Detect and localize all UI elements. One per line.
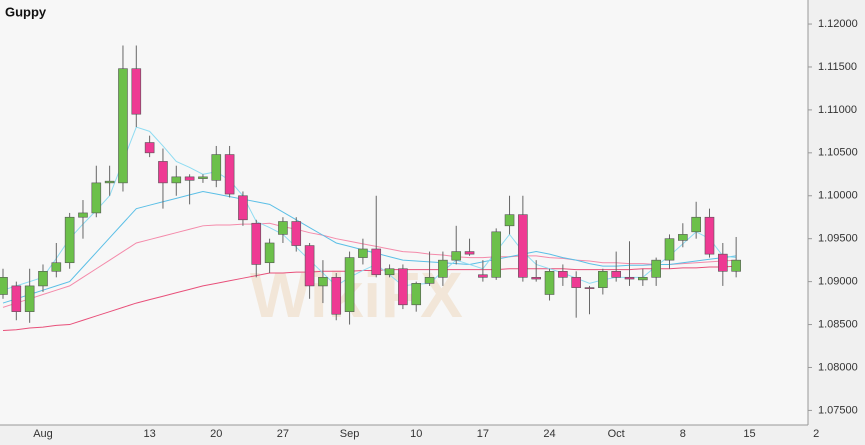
candle-body <box>38 271 48 287</box>
candle-body <box>0 277 8 295</box>
x-tick-label: Aug <box>33 428 53 440</box>
y-tick-label: 1.09000 <box>818 276 858 288</box>
candle-body <box>584 287 595 289</box>
plot-area <box>0 0 808 425</box>
y-tick-label: 1.08500 <box>818 318 858 330</box>
candle-body <box>718 253 728 272</box>
candle-body <box>678 234 688 241</box>
candle-body <box>318 277 328 287</box>
y-tick-label: 1.07500 <box>818 404 858 416</box>
candle-body <box>704 216 715 255</box>
candle-body <box>278 221 288 235</box>
candle-body <box>131 68 142 115</box>
candle-body <box>211 154 222 181</box>
candle-body <box>331 277 342 315</box>
chart-title: Guppy <box>5 4 47 19</box>
y-tick-label: 1.11000 <box>818 104 857 116</box>
candle-body <box>78 212 88 218</box>
candle-body <box>91 182 102 214</box>
candle-body <box>238 195 248 221</box>
candle-body <box>571 277 581 288</box>
x-tick-label: 13 <box>144 428 156 440</box>
x-tick-label: 20 <box>210 428 222 440</box>
candle-body <box>224 154 235 195</box>
candle-body <box>478 274 488 278</box>
y-tick-label: 1.10000 <box>818 190 858 202</box>
candle-body <box>344 257 355 312</box>
guppy-line <box>2 190 737 304</box>
candle-body <box>144 142 155 154</box>
candle-body <box>398 268 408 306</box>
candle-body <box>171 176 182 184</box>
y-tick-label: 1.11500 <box>818 61 857 73</box>
y-tick-label: 1.12000 <box>818 18 858 30</box>
candle-body <box>651 259 661 278</box>
x-tick-label: 17 <box>477 428 489 440</box>
candle-body <box>624 277 635 280</box>
candle-body <box>384 268 395 276</box>
candle-body <box>598 271 608 288</box>
x-tick-label: 8 <box>680 428 686 440</box>
y-tick-label: 1.08000 <box>818 361 858 373</box>
x-tick-label: Sep <box>340 428 360 440</box>
candle-body <box>638 277 648 281</box>
candle-body <box>411 283 422 306</box>
candle-body <box>691 216 701 233</box>
candle-body <box>291 221 302 246</box>
candle-body <box>518 214 528 278</box>
candle-body <box>664 238 675 261</box>
x-tick-label: 27 <box>277 428 289 440</box>
candle-body <box>198 176 208 179</box>
candle-body <box>611 271 621 278</box>
candle-body <box>64 216 75 264</box>
y-tick-label: 1.09500 <box>818 233 858 245</box>
plot <box>0 45 741 332</box>
candle-body <box>11 285 22 312</box>
candle-body <box>51 262 62 272</box>
y-tick-label: 1.10500 <box>818 147 858 159</box>
x-tick-label: 10 <box>410 428 422 440</box>
candle-body <box>304 245 315 287</box>
candle-body <box>491 231 502 278</box>
candle-body <box>464 251 475 255</box>
guppy-line <box>2 265 737 332</box>
candle-body <box>438 259 448 278</box>
candle-body <box>424 277 435 284</box>
candle-body <box>558 271 568 278</box>
x-tick-label: Oct <box>608 428 625 440</box>
candle-body <box>504 214 515 227</box>
candle-body <box>24 285 35 312</box>
x-tick-label: 24 <box>543 428 555 440</box>
candle-body <box>451 251 462 261</box>
candle-body <box>184 176 195 181</box>
candle-body <box>358 248 368 258</box>
candle-body <box>731 259 741 272</box>
x-tick-label: 2 <box>813 428 819 440</box>
candle-body <box>251 222 262 265</box>
x-tick-label: 15 <box>743 428 755 440</box>
candle-body <box>118 68 128 184</box>
candle-body <box>158 161 168 184</box>
candle-body <box>264 242 275 264</box>
guppy-line <box>2 222 737 308</box>
candle-body <box>104 180 115 184</box>
candle-body <box>531 277 541 280</box>
candle-body <box>544 271 555 295</box>
candle-body <box>371 248 382 276</box>
